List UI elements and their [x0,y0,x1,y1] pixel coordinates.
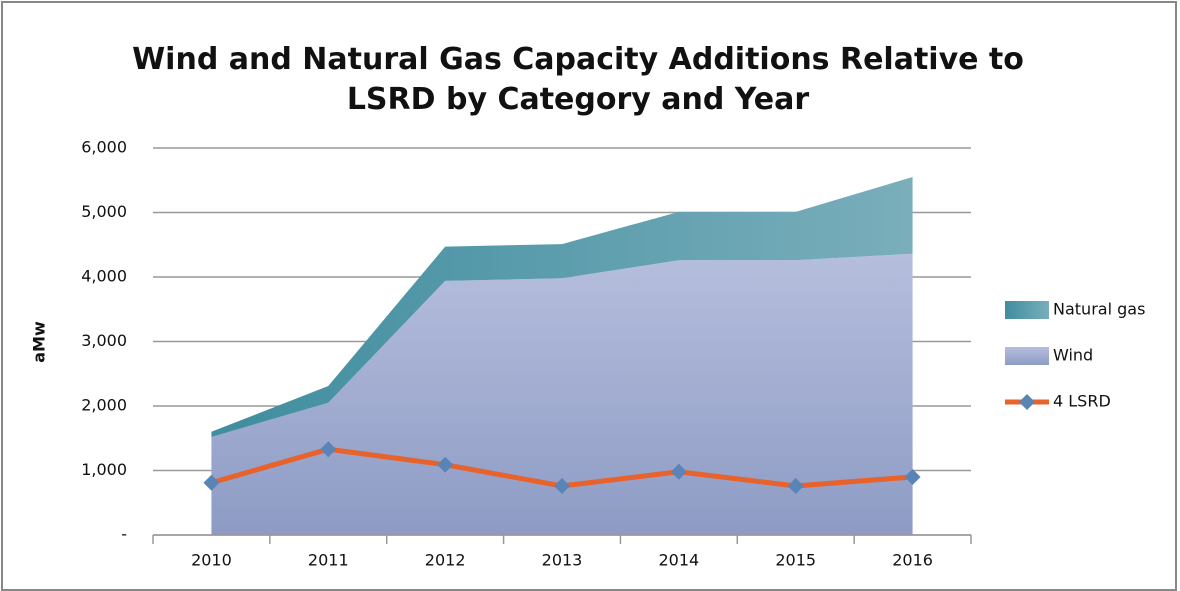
x-tick-label: 2013 [542,551,583,570]
marker [437,456,454,473]
marker [787,477,804,494]
marker [320,441,337,458]
y-tick-label: - [121,525,127,544]
area [211,177,913,437]
x-tick-label: 2014 [658,551,699,570]
chart: aMw - 1,000 2,000 3,000 4,000 5,000 6,000 2010 2… [30,138,1146,570]
y-tick-label: 6,000 [81,138,127,157]
y-axis-label: aMw [30,321,49,363]
marker [904,468,921,485]
legend-marker [1019,394,1035,410]
chart-title: Wind and Natural Gas Capacity Additions … [132,42,1024,117]
y-tick-label: 5,000 [81,202,127,221]
legend-swatch [1005,347,1049,365]
legend-swatch [1005,301,1049,319]
legend-label: Natural gas [1053,300,1145,319]
x-tick-label: 2011 [308,551,349,570]
y-tick-label: 2,000 [81,396,127,415]
y-tick-label: 1,000 [81,460,127,479]
marker [554,477,570,494]
legend-label: 4 LSRD [1053,392,1111,411]
marker [670,463,687,480]
y-tick-label: 4,000 [81,267,127,286]
x-tick-label: 2016 [892,551,933,570]
y-tick-label: 3,000 [81,331,127,350]
marker [203,474,220,491]
area [211,253,913,535]
x-tick-label: 2015 [775,551,816,570]
x-tick-label: 2012 [425,551,466,570]
x-tick-label: 2010 [191,551,232,570]
legend-label: Wind [1053,346,1093,365]
